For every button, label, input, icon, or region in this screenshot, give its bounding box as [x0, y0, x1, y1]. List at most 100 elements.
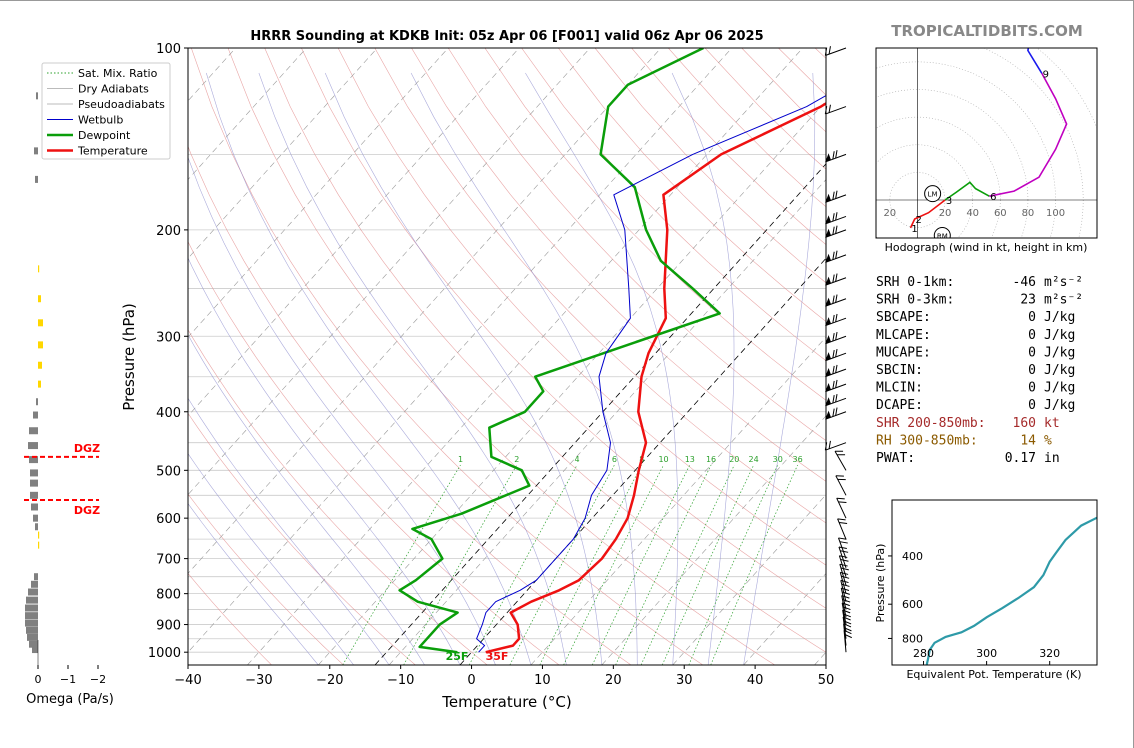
dry-adiabat	[521, 48, 826, 362]
stat-unit: J/kg	[1044, 398, 1075, 413]
stat-label: SBCAPE:	[876, 310, 931, 325]
isotherm	[188, 48, 662, 574]
stat-label: MLCIN:	[876, 381, 923, 396]
pseudoadiabat	[525, 72, 679, 665]
wind-barb	[825, 250, 847, 263]
y-tick-label: 1000	[148, 646, 181, 661]
omega-bar	[30, 479, 38, 487]
y-tick-label: 700	[156, 553, 181, 568]
mixing-ratio-label: 36	[793, 455, 803, 464]
hodograph-marker-label: LM	[928, 191, 938, 199]
x-tick-label: −20	[316, 673, 343, 688]
dry-adiabat	[188, 240, 560, 665]
theta-x-tick-label: 320	[1039, 647, 1060, 660]
mixing-ratio-label: 2	[514, 455, 519, 464]
isotherm	[188, 48, 591, 496]
stat-value: 0	[1028, 328, 1036, 343]
legend: Sat. Mix. Ratio Dry Adiabats Pseudoadiabat…	[41, 62, 171, 160]
wind-barb	[825, 394, 847, 407]
pseudoadiabat	[671, 72, 735, 665]
x-tick-label: 10	[534, 673, 551, 688]
wind-barb	[825, 407, 847, 420]
wind-barb	[824, 46, 847, 56]
hodograph-rings: 20 20 40 60 80 100	[876, 48, 1097, 238]
skewt-axis-ticks: −40 −30 −20 −10 0 10 20 30 40 50 100 200 300 400 500 60…	[148, 42, 834, 688]
stat-value: -46	[1013, 275, 1036, 290]
omega-bar	[25, 612, 38, 620]
omega-xlabel: Omega (Pa/s)	[26, 692, 114, 707]
series-dewpoint	[398, 48, 721, 654]
omega-bar	[25, 619, 38, 627]
wind-barb	[825, 273, 847, 286]
stat-value: 0	[1028, 363, 1036, 378]
x-tick-label: −40	[174, 673, 201, 688]
wind-barb	[825, 225, 847, 238]
y-tick-label: 400	[156, 406, 181, 421]
omega-bar	[38, 265, 40, 273]
dry-adiabat	[484, 48, 826, 401]
omega-bar	[34, 573, 38, 581]
mixing-ratio-label: 4	[575, 455, 580, 464]
legend-box	[41, 62, 171, 160]
isotherm	[188, 48, 733, 653]
dry-adiabat	[447, 48, 826, 441]
omega-bar	[29, 640, 38, 648]
hodograph-height-label: 1	[911, 224, 917, 235]
hodograph-ring-label: 20	[939, 208, 952, 219]
stat-unit: %	[1044, 433, 1052, 448]
omega-bar	[28, 442, 38, 450]
wind-barb	[835, 475, 847, 496]
stat-value: 0	[1028, 398, 1036, 413]
legend-label: Pseudoadiabats	[78, 98, 165, 111]
x-tick-label: 50	[818, 673, 835, 688]
legend-label: Dry Adiabats	[78, 83, 149, 96]
wind-barb	[825, 348, 847, 362]
freezing-isotherm	[459, 257, 826, 665]
hodograph-ring-label: 60	[994, 208, 1007, 219]
series-wetbulb	[476, 94, 826, 653]
theta-y-tick-label: 400	[902, 550, 923, 563]
hodograph-height-label: 9	[1043, 69, 1049, 80]
skewt-frame	[187, 47, 827, 666]
pseudoadiabat	[324, 72, 603, 665]
theta-x-tick-label: 300	[976, 647, 997, 660]
mixing-ratio-label: 13	[685, 455, 695, 464]
omega-tick-label: 0	[35, 673, 42, 686]
hodograph-segment	[1027, 48, 1043, 74]
mixing-ratio-line	[468, 464, 578, 665]
omega-bar	[27, 633, 38, 641]
skewt-series	[398, 48, 826, 654]
omega-bar	[38, 531, 40, 539]
pseudoadiabat	[188, 334, 425, 665]
stat-unit: in	[1044, 451, 1060, 466]
stat-unit: J/kg	[1044, 363, 1075, 378]
wind-barb	[825, 190, 847, 203]
dry-adiabat	[191, 48, 704, 665]
x-tick-label: 20	[605, 673, 622, 688]
stat-label: MUCAPE:	[876, 345, 931, 360]
pseudoadiabat	[188, 257, 461, 665]
y-tick-label: 100	[156, 42, 181, 57]
mixing-ratio-label: 6	[612, 455, 617, 464]
mixing-ratio-line	[661, 464, 755, 665]
legend-label: Wetbulb	[78, 114, 123, 127]
skewt-panel: 1 2 4 6 8 10 13 16 20 24 30 36 −40 −30 −20 −10 0 10 20 30 4…	[41, 29, 852, 711]
omega-bar	[38, 361, 42, 369]
skewt-ylabel: Pressure (hPa)	[120, 303, 138, 411]
stat-value: 23	[1020, 293, 1036, 308]
wind-barb	[838, 546, 849, 568]
isotherm	[188, 48, 307, 181]
wind-barb	[838, 537, 848, 559]
stat-label: SRH 0-1km:	[876, 275, 954, 290]
stat-value: 14	[1020, 433, 1036, 448]
stat-value: 0.17	[1005, 451, 1036, 466]
theta-e-line	[925, 516, 1097, 665]
wind-barb	[825, 379, 847, 393]
stat-unit: J/kg	[1044, 345, 1075, 360]
stat-label: RH 300-850mb:	[876, 433, 978, 448]
pseudoadiabat	[188, 397, 390, 665]
legend-label: Dewpoint	[78, 129, 131, 142]
omega-bar	[26, 626, 38, 634]
x-tick-label: 0	[467, 673, 475, 688]
omega-bar	[36, 398, 38, 406]
